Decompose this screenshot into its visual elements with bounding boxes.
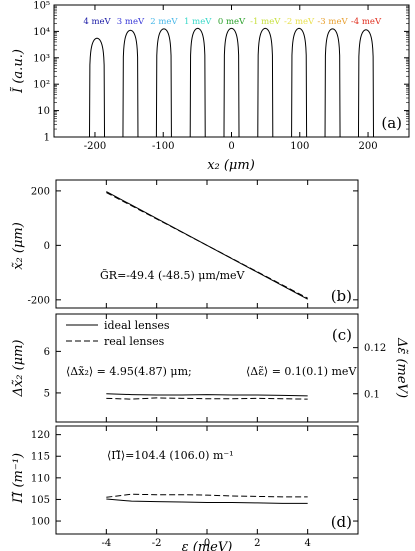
panel-c-label: (c) — [332, 326, 352, 344]
p3-xtick-label: -4 — [101, 538, 111, 549]
p3-xtick-label: 0 — [204, 538, 210, 549]
a-ytick-label: 10² — [33, 80, 50, 91]
a-peak-label: -1 meV — [250, 17, 281, 27]
p1-ytick-label: -200 — [28, 295, 50, 306]
panel-b-label: (b) — [331, 287, 352, 305]
a-xtick-label: -100 — [152, 141, 174, 152]
panel-a-intensity-profiles: -200 -100 0 100 200 1 10 10² 10³ 10⁴ 10⁵ 4 meV 3 me… — [10, 1, 410, 173]
p2-series-ideal — [106, 393, 308, 397]
p2-ytick-label: 6 — [44, 347, 50, 358]
p3-ytick-label: 100 — [31, 517, 50, 528]
panel-a-ylabel: Ĩ (a.u.) — [10, 49, 26, 94]
a-peak-label: -3 meV — [317, 17, 348, 27]
p3-ytick-label: 120 — [31, 430, 50, 441]
panel-c-ylabel: Δx̃₂ (μm) — [11, 340, 26, 398]
a-peak-curve — [155, 28, 172, 138]
a-peak-label: 4 meV — [83, 17, 111, 27]
p3-xtick-label: 2 — [254, 538, 260, 549]
a-peak-label: 3 meV — [117, 17, 145, 27]
p3-ytick-label: 115 — [31, 452, 50, 463]
panel-a-label: (a) — [381, 114, 402, 132]
a-ytick-label: 10⁴ — [33, 27, 50, 38]
a-xtick-label: 0 — [228, 141, 234, 152]
a-xtick-label: -200 — [84, 141, 106, 152]
a-peak-label: 1 meV — [184, 17, 212, 27]
p3-series-ideal — [106, 498, 308, 504]
panel-d-frame — [55, 425, 359, 535]
a-peak-label: -4 meV — [351, 17, 382, 27]
panel-c-annotation-left: ⟨Δx̃₂⟩ = 4.95(4.87) μm; — [66, 365, 192, 378]
panel-d-annotation: ⟨Π̃⟩=104.4 (106.0) m⁻¹ — [107, 449, 234, 462]
a-peak-curve — [257, 27, 274, 138]
legend-ideal-label: ideal lenses — [104, 319, 170, 332]
a-ytick-label: 10³ — [33, 53, 50, 64]
p3-xtick-label: -2 — [152, 538, 162, 549]
panel-b-ylabel: x̃₂ (μm) — [11, 222, 26, 270]
p2-ytick-right-label: 0.12 — [364, 343, 386, 354]
legend-real-label: real lenses — [104, 335, 165, 348]
a-peak-curve — [357, 29, 374, 138]
panel-a-xlabel: x₂ (μm) — [207, 158, 255, 173]
panel-b-annotation: G̃R=-49.4 (-48.5) μm/meV — [100, 269, 246, 282]
a-peak-curve — [89, 37, 106, 138]
a-xtick-label: 100 — [290, 141, 309, 152]
panel-c-legend: ideal lenses real lenses — [66, 319, 170, 348]
a-peak-curve — [122, 29, 139, 138]
panel-c-annotation-right: ⟨Δε̃⟩ = 0.1(0.1) meV — [246, 365, 357, 378]
p2-ytick-right-label: 0.1 — [364, 389, 380, 400]
panel-b-position: 200 0 -200 x̃₂ (μm) G̃R=-49.4 (-48.5) μm/m… — [11, 179, 359, 309]
a-peak-curve — [223, 27, 240, 138]
a-peak-curve — [291, 27, 308, 138]
a-peak-curve — [324, 28, 341, 138]
panel-d-ylabel: Π̃ (m⁻¹) — [11, 453, 26, 504]
p2-ytick-label: 5 — [44, 388, 50, 399]
panel-c-ylabel-right: Δε̃ (meV) — [394, 337, 409, 398]
p2-series-real — [106, 397, 308, 400]
panel-d-label: (d) — [331, 513, 352, 531]
panel-c-width: 5 6 0.1 0.12 ideal lenses real lenses ⟨Δx̃₂… — [11, 313, 409, 423]
a-peak-curve — [189, 27, 206, 138]
p3-xtick-label: 4 — [304, 538, 310, 549]
panel-b-frame — [55, 179, 359, 309]
a-peak-label: 0 meV — [218, 17, 246, 27]
a-xtick-label: 200 — [358, 141, 377, 152]
a-peak-label: -2 meV — [284, 17, 315, 27]
p1-ytick-label: 0 — [44, 241, 50, 252]
panel-d-xlabel: ε (meV) — [182, 540, 233, 551]
panel-d-curvature: -4 -2 0 2 4 100 105 110 115 120 ⟨Π̃⟩=104.4 (106.0… — [11, 425, 359, 551]
p1-series-real — [106, 192, 308, 299]
a-ytick-label: 10⁵ — [33, 1, 50, 12]
p3-series-real — [106, 493, 308, 498]
p1-ytick-label: 200 — [31, 186, 50, 197]
p3-ytick-label: 110 — [31, 473, 50, 484]
a-ytick-label: 1 — [44, 133, 50, 144]
a-peak-label: 2 meV — [150, 17, 178, 27]
a-ytick-label: 10 — [37, 106, 50, 117]
p3-ytick-label: 105 — [31, 495, 50, 506]
